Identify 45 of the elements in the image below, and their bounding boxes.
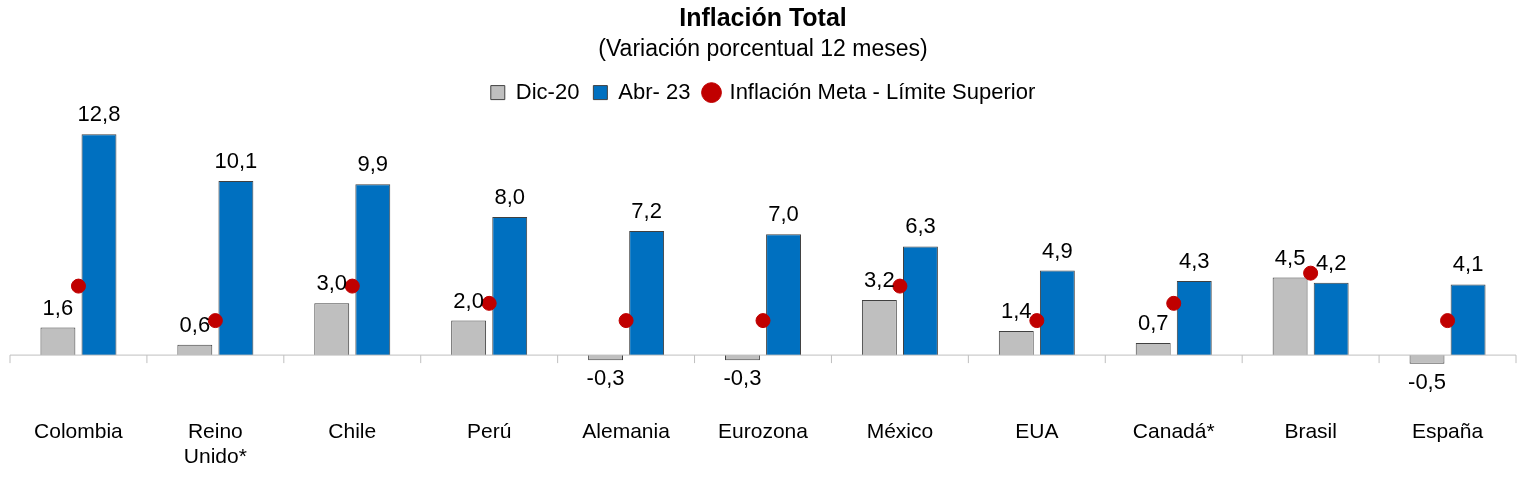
- point: [618, 313, 634, 329]
- data-label: 1,6: [42, 294, 74, 320]
- legend-label: Abr- 23: [618, 78, 691, 104]
- data-label: 6,3: [905, 213, 936, 239]
- data-label: -0,3: [586, 365, 625, 391]
- x-tick-label: Colombia: [34, 419, 124, 442]
- data-label: 8,0: [494, 184, 526, 210]
- data-label: 4,9: [1042, 237, 1073, 263]
- x-tick-label: Alemania: [582, 419, 671, 442]
- x-tick-label: México: [866, 419, 934, 442]
- data-label: 9,9: [357, 151, 389, 177]
- point: [892, 278, 908, 294]
- chart-subtitle: (Variación porcentual 12 meses): [598, 35, 928, 62]
- data-label: 0,6: [179, 311, 211, 337]
- point: [755, 313, 771, 329]
- point: [70, 278, 86, 294]
- x-tick-label: Eurozona: [718, 419, 809, 442]
- data-label: 3,2: [864, 266, 895, 292]
- data-label: 7,0: [768, 201, 799, 227]
- x-tick-label: Perú: [467, 419, 512, 442]
- data-label: 4,1: [1452, 251, 1484, 277]
- x-tick-label: España: [1411, 419, 1484, 442]
- data-label: 2,0: [453, 287, 484, 313]
- data-label: -0,3: [723, 365, 762, 391]
- x-tick-label: Reino Unido*: [183, 419, 247, 468]
- legend-label: Inflación Meta - Límite Superior: [729, 78, 1036, 104]
- legend-label: Dic-20: [515, 78, 580, 104]
- point: [1440, 313, 1456, 329]
- x-tick-label: Brasil: [1284, 419, 1337, 442]
- data-label: 4,2: [1315, 249, 1347, 275]
- x-tick-label: Chile: [328, 419, 377, 442]
- x-tick-label: Canadá*: [1132, 419, 1215, 442]
- point: [1029, 313, 1045, 329]
- data-label: 4,3: [1178, 247, 1210, 273]
- data-label: 4,5: [1274, 244, 1306, 270]
- x-tick-label: EUA: [1015, 419, 1059, 442]
- data-label: 1,4: [1000, 298, 1032, 324]
- point: [1166, 295, 1182, 311]
- data-label: -0,5: [1408, 368, 1446, 394]
- data-label: 3,0: [316, 270, 348, 296]
- data-label: 7,2: [631, 197, 662, 223]
- data-label: 0,7: [1137, 310, 1169, 336]
- chart-title: Inflación Total: [679, 2, 847, 31]
- data-label: 12,8: [77, 101, 121, 127]
- data-label: 10,1: [214, 147, 258, 173]
